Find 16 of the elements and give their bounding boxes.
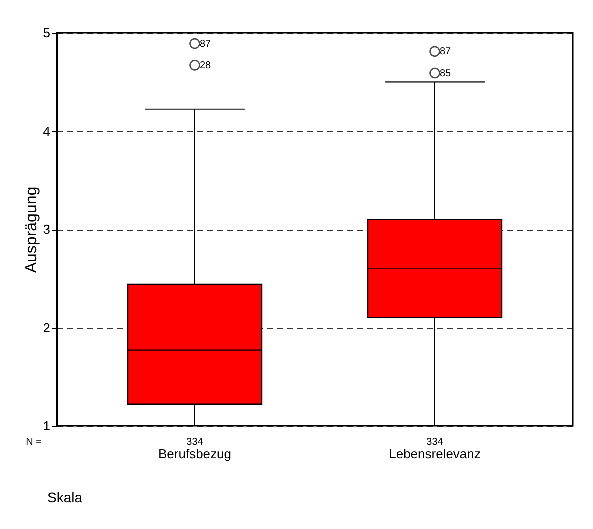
annotation: 87 [200,38,212,50]
annotation: 87 [440,46,452,58]
text: 334 [186,437,204,448]
text: 334 [426,437,444,448]
y-tick-label: 3 [43,222,50,237]
annotation: 85 [440,68,452,80]
y-axis-title: Ausprägung [23,186,40,274]
text: N = [26,437,42,448]
y-tick-label: 1 [43,418,50,434]
x-tick-label: Berufsbezug [158,446,232,462]
annotation: 28 [200,60,212,72]
x-axis-title: Skala [48,490,83,506]
y-tick-label: 4 [43,124,50,139]
x-tick-label: Lebensrelevanz [389,446,481,462]
y-tick-label: 5 [43,26,50,40]
y-tick-label: 2 [43,320,50,336]
